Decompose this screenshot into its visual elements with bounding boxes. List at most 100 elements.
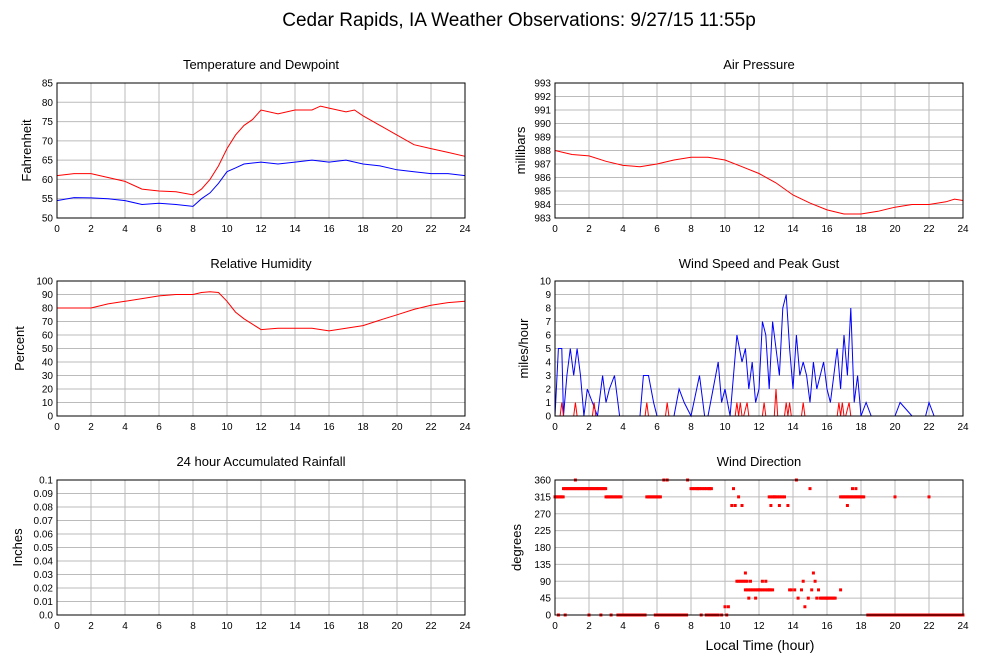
humidity-ytick-label: 80 (42, 304, 54, 315)
pressure-xtick-label: 0 (552, 224, 558, 235)
rain-xtick-label: 2 (88, 621, 94, 632)
direction-point (749, 579, 752, 583)
humidity-xtick-label: 2 (88, 422, 94, 433)
direction-point (781, 495, 785, 499)
direction-point (811, 571, 815, 575)
temp-chart: 0 2 4 6 8 10 12 14 16 18 20 22 245055606570758085Tem… (19, 57, 471, 235)
x-axis-label: Local Time (hour) (706, 637, 815, 653)
direction-xtick-label: 8 (688, 621, 694, 632)
humidity-ytick-label: 10 (42, 398, 54, 409)
temp-xtick-label: 8 (190, 224, 196, 235)
humidity-title: Relative Humidity (210, 256, 312, 271)
temp-xtick-label: 2 (88, 224, 94, 235)
rain-xtick-label: 8 (190, 621, 196, 632)
direction-point (698, 487, 701, 491)
direction-point (762, 588, 766, 592)
humidity-xtick-label: 0 (54, 422, 60, 433)
direction-point (796, 596, 800, 600)
direction-point (803, 605, 807, 609)
humidity-xtick-label: 16 (323, 422, 335, 433)
direction-point (706, 487, 710, 491)
direction-xtick-label: 0 (552, 621, 558, 632)
wind-ytick-label: 8 (545, 304, 551, 315)
direction-xtick-label: 18 (855, 621, 867, 632)
rain-xtick-label: 0 (54, 621, 60, 632)
direction-point (927, 495, 931, 499)
temp-xtick-label: 20 (391, 224, 403, 235)
rain-chart: 0 2 4 6 8 10 12 14 16 18 20 22 240.00.010.020.030.04… (10, 454, 471, 632)
rain-ytick-label: 0.05 (34, 543, 54, 554)
direction-ytick-label: 270 (534, 509, 551, 520)
direction-point (783, 495, 786, 499)
wind-xtick-label: 18 (855, 422, 867, 433)
wind-ytick-label: 1 (545, 398, 551, 409)
pressure-xtick-label: 20 (889, 224, 901, 235)
direction-point (817, 588, 820, 592)
pressure-ytick-label: 983 (534, 214, 551, 225)
wind-xtick-label: 12 (753, 422, 765, 433)
direction-point (810, 588, 814, 592)
direction-point (771, 495, 775, 499)
direction-point (745, 588, 749, 592)
direction-point (737, 579, 741, 583)
direction-point (743, 579, 747, 583)
rain-ytick-label: 0.03 (34, 570, 54, 581)
pressure-xtick-label: 24 (957, 224, 969, 235)
humidity-frame (56, 280, 466, 417)
direction-point (808, 487, 812, 491)
direction-point (749, 588, 752, 592)
humidity-ylabel: Percent (12, 326, 27, 371)
direction-point (769, 504, 773, 507)
wind-xtick-label: 2 (586, 422, 592, 433)
direction-point (777, 495, 781, 499)
rain-title: 24 hour Accumulated Rainfall (176, 454, 345, 469)
direction-xtick-label: 24 (957, 621, 969, 632)
pressure-ytick-label: 993 (534, 79, 551, 90)
wind-xtick-label: 20 (889, 422, 901, 433)
direction-point (561, 495, 565, 499)
humidity-xtick-label: 20 (391, 422, 403, 433)
pressure-xtick-label: 4 (620, 224, 626, 235)
direction-point (726, 605, 730, 609)
rain-ytick-label: 0.01 (34, 597, 54, 608)
direction-point (739, 579, 743, 583)
rain-xtick-label: 18 (357, 621, 369, 632)
direction-point (767, 588, 771, 592)
direction-point (754, 596, 758, 600)
wind-ytick-label: 7 (545, 317, 551, 328)
pressure-ytick-label: 987 (534, 160, 551, 171)
rain-ytick-label: 0.1 (39, 476, 53, 487)
direction-point (839, 588, 843, 592)
pressure-title: Air Pressure (723, 57, 795, 72)
humidity-ytick-label: 30 (42, 371, 54, 382)
direction-point (833, 596, 837, 600)
direction-point (709, 487, 713, 491)
pressure-ytick-label: 991 (534, 106, 551, 117)
direction-point (704, 487, 708, 491)
direction-point (862, 495, 866, 499)
direction-point (760, 588, 764, 592)
direction-xtick-label: 6 (654, 621, 660, 632)
direction-point (777, 504, 781, 507)
direction-point (806, 596, 810, 600)
humidity-xtick-label: 14 (289, 422, 301, 433)
direction-xtick-label: 12 (753, 621, 765, 632)
pressure-series-0-line (554, 150, 964, 215)
temp-xtick-label: 10 (221, 224, 233, 235)
wind-ytick-label: 6 (545, 331, 551, 342)
direction-ytick-label: 360 (534, 476, 551, 487)
pressure-ytick-label: 988 (534, 146, 551, 157)
temp-xtick-label: 4 (122, 224, 128, 235)
direction-point (779, 495, 783, 499)
direction-point (737, 495, 741, 499)
direction-point (699, 487, 703, 491)
page-title: Cedar Rapids, IA Weather Observations: 9… (282, 10, 756, 31)
direction-point (772, 495, 776, 499)
rain-ytick-label: 0.09 (34, 489, 54, 500)
wind-ytick-label: 9 (545, 290, 551, 301)
direction-ytick-label: 315 (534, 492, 551, 503)
wind-xtick-label: 6 (654, 422, 660, 433)
direction-point (750, 588, 754, 592)
direction-point (619, 495, 623, 499)
